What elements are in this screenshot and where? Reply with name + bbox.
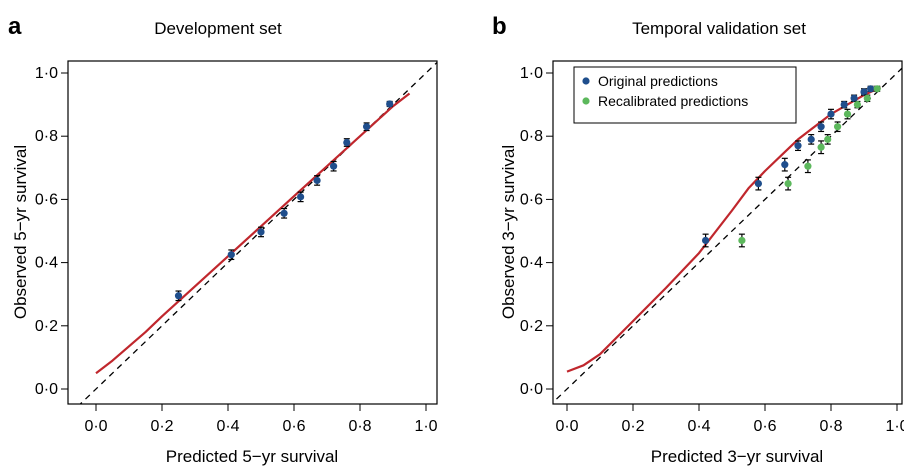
data-point-series-0 <box>280 209 288 217</box>
legend: Original predictions Recalibrated predict… <box>573 66 797 124</box>
data-point-series-1 <box>738 236 746 245</box>
data-point-series-0 <box>807 135 815 143</box>
x-tick-label: 0·8 <box>348 418 371 435</box>
x-tick-label: 0·6 <box>753 418 776 435</box>
data-point-series-0 <box>227 251 235 259</box>
panel-letter-a: a <box>8 13 22 40</box>
data-point-series-1 <box>784 180 792 188</box>
panel-title-b: Temporal validation set <box>632 19 806 38</box>
data-point-series-1 <box>863 94 871 102</box>
data-point-series-1 <box>843 110 852 118</box>
data-point-series-0 <box>297 193 305 201</box>
x-tick-label: 1·0 <box>414 418 437 435</box>
x-tick-label: 0·2 <box>621 418 644 435</box>
calibration-curve <box>566 86 881 373</box>
data-point-series-0 <box>386 100 394 108</box>
x-tick-label: 0·6 <box>282 418 305 435</box>
data-point-series-0 <box>754 180 763 188</box>
y-tick-label: 0·8 <box>35 128 58 145</box>
plot-content-b: 0·0 0·2 0·4 0·6 0·8 1·0 0·0 0·2 0·4 0·6 0·8 1·0 Orig… <box>520 65 904 435</box>
y-axis-label-a: Observed 5−yr survival <box>11 145 30 319</box>
y-tick-label: 0·0 <box>520 381 543 398</box>
y-tick-label: 0·0 <box>35 381 58 398</box>
legend-box <box>573 66 797 124</box>
data-point-series-0 <box>781 161 789 169</box>
x-tick-label: 0·4 <box>687 418 710 435</box>
x-tick-label: 1·0 <box>885 418 904 435</box>
y-tick-label: 0·6 <box>520 191 543 208</box>
data-point-series-1 <box>804 162 812 170</box>
data-point-series-0 <box>794 142 802 150</box>
panel-temporal-validation-set: b Temporal validation set 0·0 0·2 0·4 0·6 0·… <box>492 13 904 466</box>
y-tick-label: 0·4 <box>520 255 543 272</box>
plot-area <box>553 67 902 404</box>
data-point-series-0 <box>817 123 825 131</box>
data-point-series-1 <box>873 85 881 93</box>
x-tick-label: 0·0 <box>84 418 107 435</box>
y-axis-label-b: Observed 3−yr survival <box>499 145 518 319</box>
reference-line <box>553 67 902 404</box>
legend-label-0: Original predictions <box>598 73 718 89</box>
x-tick-label: 0·4 <box>216 418 239 435</box>
y-tick-label: 0·2 <box>35 318 58 335</box>
data-point-series-0 <box>343 138 351 147</box>
x-tick-label: 0·2 <box>150 418 173 435</box>
data-point-series-0 <box>702 236 710 245</box>
x-axis-label-b: Predicted 3−yr survival <box>651 447 823 466</box>
data-point-series-0 <box>867 85 875 93</box>
legend-marker-1 <box>582 97 590 105</box>
y-tick-label: 0·2 <box>520 318 543 335</box>
data-point-series-0 <box>840 101 848 109</box>
legend-label-1: Recalibrated predictions <box>598 93 748 109</box>
data-point-series-0 <box>257 228 265 236</box>
x-axis-label-a: Predicted 5−yr survival <box>166 447 338 466</box>
x-tick-label: 0·0 <box>555 418 578 435</box>
plot-content-a: 0·0 0·2 0·4 0·6 0·8 1·0 0·0 0·2 0·4 0·6 0·8 1·0 <box>35 61 438 435</box>
data-point-series-0 <box>860 88 868 96</box>
y-tick-label: 1·0 <box>520 65 543 82</box>
data-point-series-0 <box>313 176 321 185</box>
legend-marker-0 <box>582 77 590 85</box>
x-tick-label: 0·8 <box>819 418 842 435</box>
plot-frame-b <box>552 60 903 405</box>
panel-title-a: Development set <box>154 19 282 38</box>
data-point-series-1 <box>834 123 842 131</box>
data-point-series-0 <box>363 123 371 131</box>
data-point-series-1 <box>853 101 862 109</box>
y-tick-label: 0·8 <box>520 128 543 145</box>
y-tick-label: 1·0 <box>35 65 58 82</box>
plot-frame-a <box>67 60 438 405</box>
data-point-series-0 <box>850 94 858 102</box>
y-tick-label: 0·4 <box>35 255 58 272</box>
panel-letter-b: b <box>492 13 507 40</box>
data-point-series-0 <box>174 292 183 300</box>
data-point-series-0 <box>827 110 835 118</box>
panel-development-set: a Development set 0·0 0·2 0·4 0·6 0·8 1·00·00… <box>8 13 438 466</box>
data-point-series-0 <box>330 162 338 170</box>
y-tick-label: 0·6 <box>35 191 58 208</box>
data-point-series-1 <box>824 135 832 143</box>
data-point-series-1 <box>817 143 825 151</box>
calibration-curve <box>95 92 411 375</box>
